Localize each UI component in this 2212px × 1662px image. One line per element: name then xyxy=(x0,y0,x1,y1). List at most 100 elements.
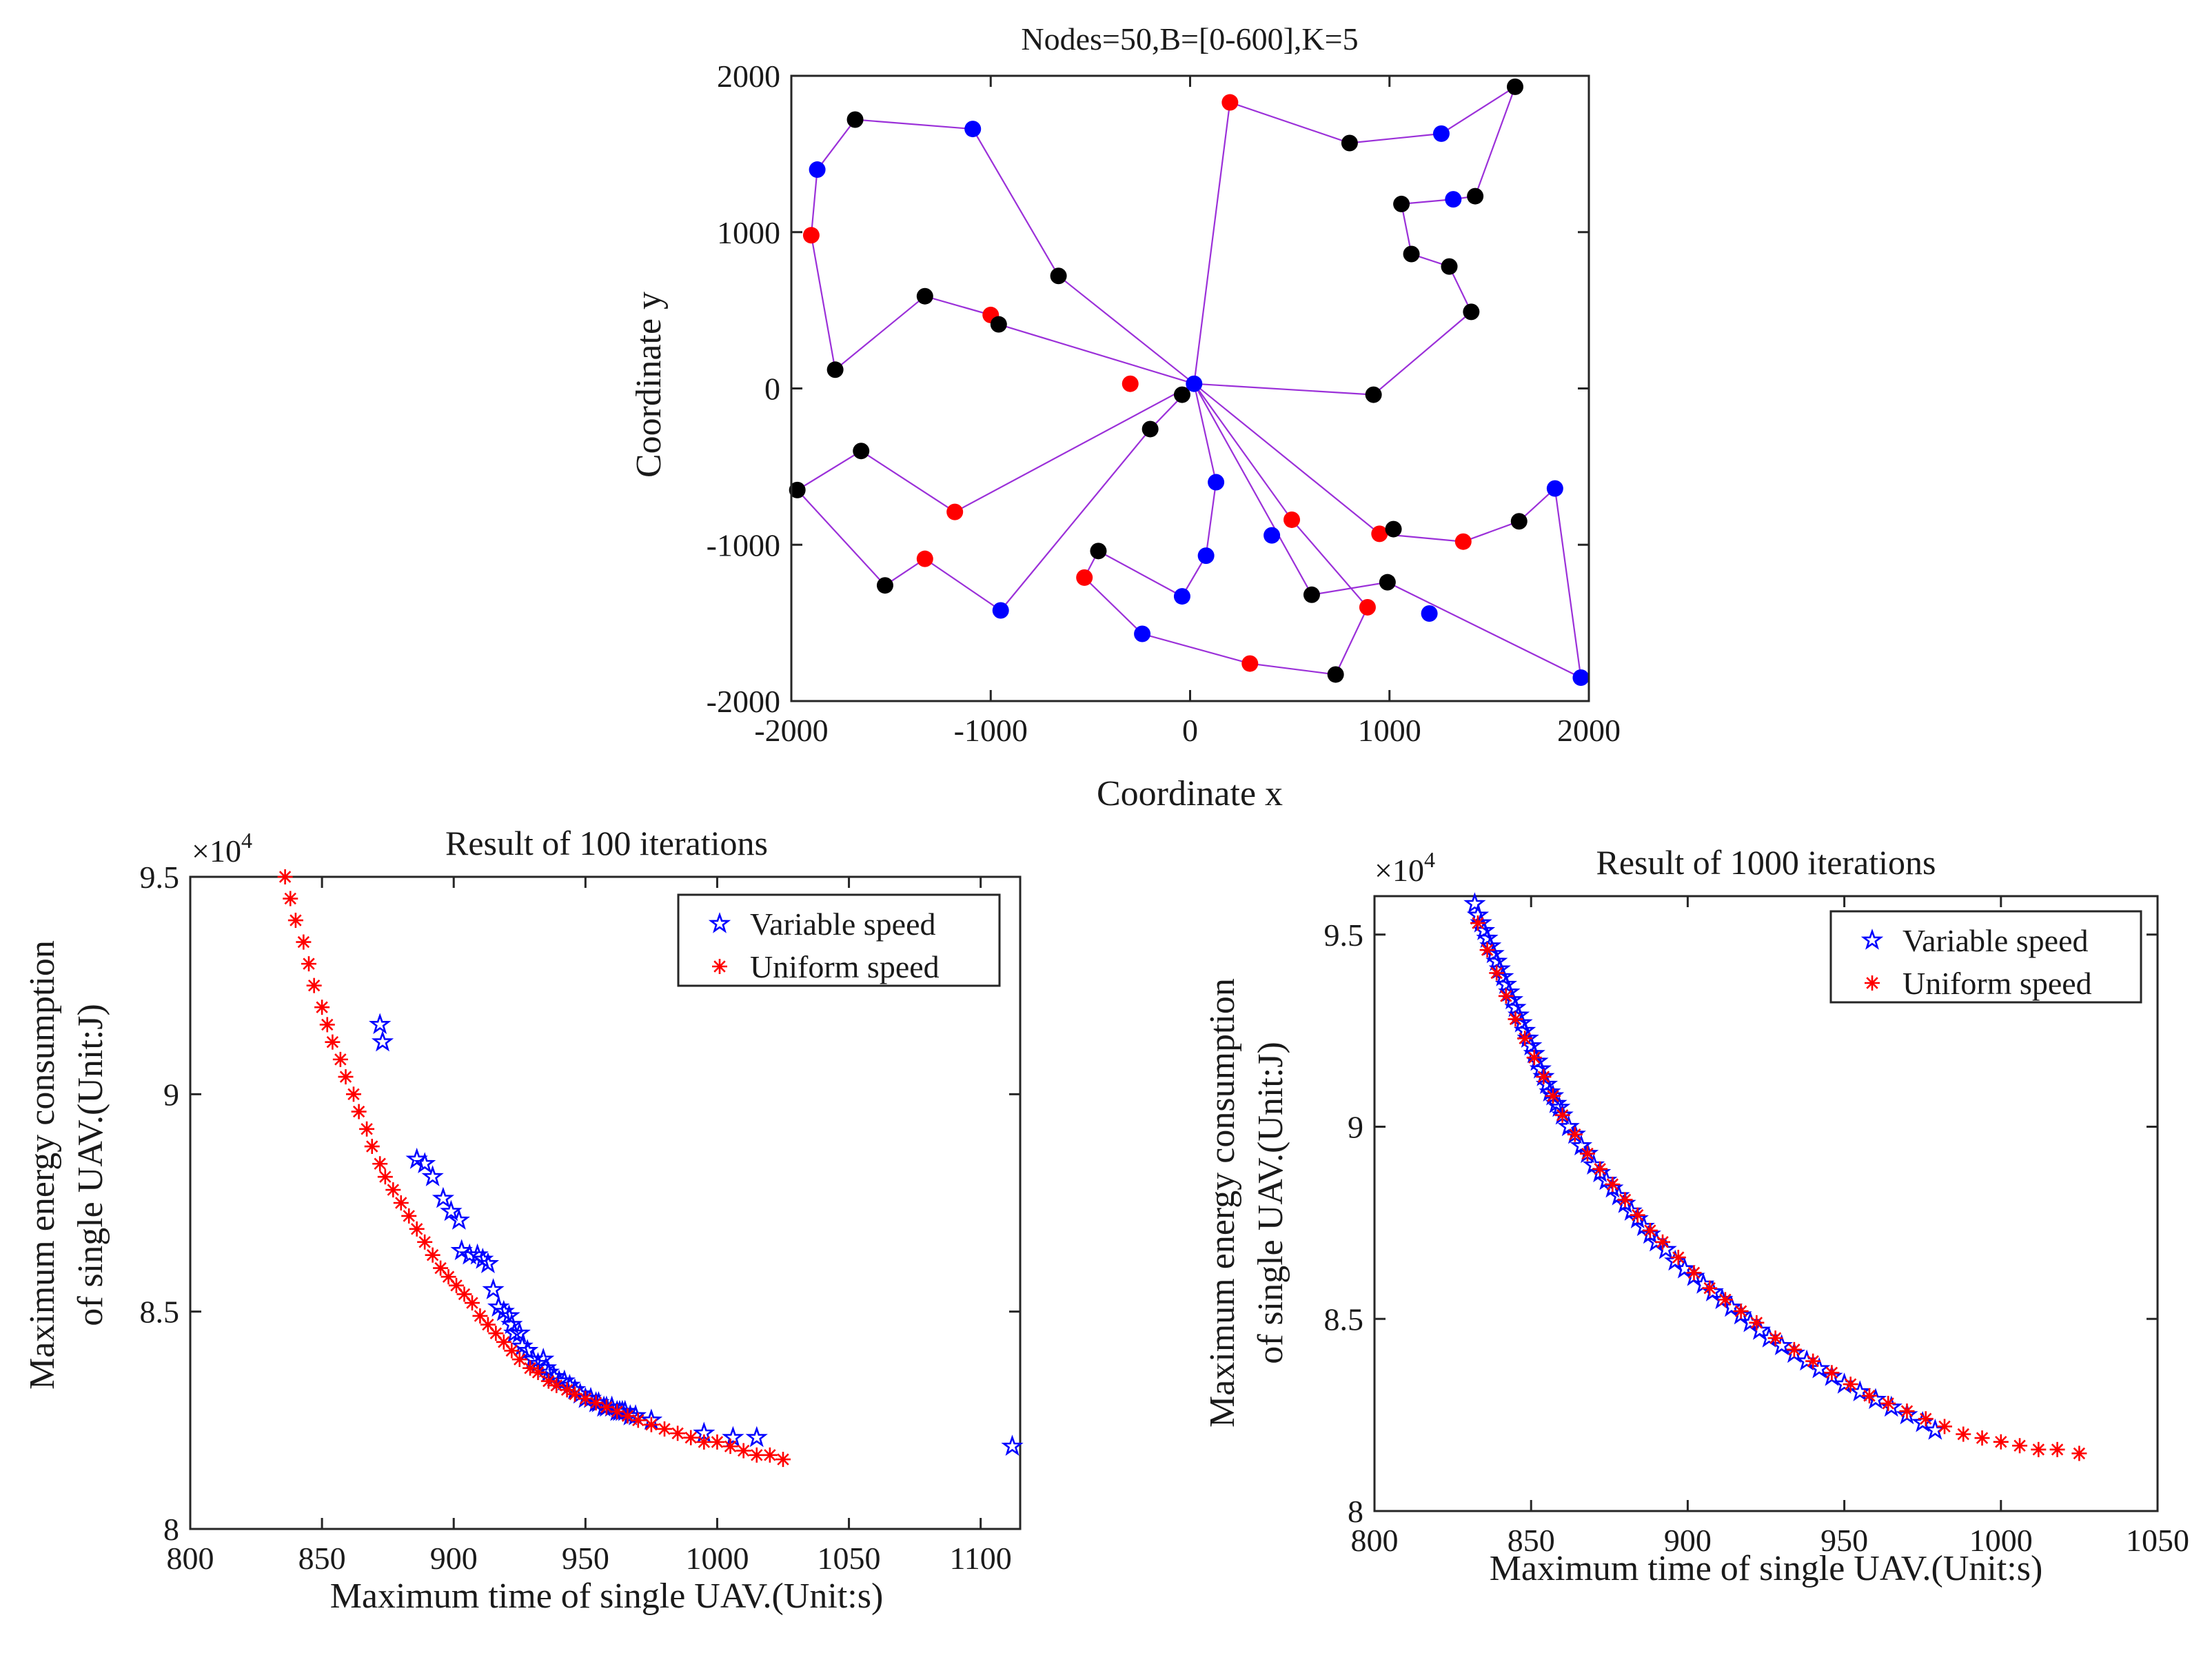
pareto-1000-ticks: 800 850 900 950 1000 1050 8 8.5 9 9.5 xyxy=(1324,895,2189,1558)
pareto-100-title: Result of 100 iterations xyxy=(445,824,768,862)
pareto-1000-uniform-point xyxy=(1470,915,1485,931)
pareto-100-uniform-point xyxy=(287,913,303,929)
pareto-1000-uniform-point xyxy=(1974,1430,1990,1446)
pareto-100-x-tick-label: 1000 xyxy=(685,1541,749,1576)
route-line-2 xyxy=(1193,85,1517,396)
pareto-100-uniform-point xyxy=(332,1051,348,1067)
black-node xyxy=(826,361,844,378)
pareto-1000-x-tick-label: 850 xyxy=(1508,1523,1555,1558)
pareto-100-uniform-point xyxy=(364,1139,380,1155)
route-map-y-tick-label: 0 xyxy=(764,372,780,407)
pareto-100-uniform-point xyxy=(696,1434,712,1450)
pareto-100-variable-point xyxy=(503,1321,526,1343)
pareto-1000-legend: Variable speed Uniform speed xyxy=(1829,910,2142,1004)
black-node xyxy=(1090,543,1107,560)
black-node xyxy=(789,481,806,498)
blue-node xyxy=(1208,474,1225,491)
pareto-1000-uniform-point xyxy=(1536,1069,1552,1085)
pareto-100-ticks: 800 850 900 950 1000 1050 1100 8 8.5 9 9.5 xyxy=(140,860,1022,1576)
pareto-1000-points xyxy=(1463,892,2087,1461)
pareto-100-uniform-point xyxy=(762,1447,778,1463)
pareto-1000-uniform-point xyxy=(1655,1234,1671,1250)
red-node xyxy=(1371,525,1388,543)
pareto-1000-uniform-point xyxy=(1642,1223,1658,1239)
route-map-y-axis-label: Coordinate y xyxy=(629,292,669,478)
pareto-100-uniform-point xyxy=(314,1000,330,1015)
pareto-100-uniform-point xyxy=(377,1169,393,1185)
red-node xyxy=(1283,511,1301,528)
pareto-100-variable-point xyxy=(368,1013,392,1035)
pareto-1000-uniform-point xyxy=(1670,1250,1686,1266)
pareto-1000-uniform-point xyxy=(1861,1388,1877,1403)
pareto-100-legend: Variable speed Uniform speed xyxy=(677,893,1001,987)
pareto-100-uniform-point xyxy=(359,1121,375,1137)
pareto-100-variable-point xyxy=(1001,1435,1024,1456)
blue-node xyxy=(809,161,826,179)
depot-node xyxy=(1186,375,1203,392)
pareto-1000-x-tick-label: 900 xyxy=(1664,1523,1712,1558)
pareto-1000-legend-label: Uniform speed xyxy=(1902,966,2092,1001)
pareto-1000-variable-point xyxy=(1849,1380,1871,1401)
pareto-1000-plot-frame xyxy=(1373,895,2159,1512)
pareto-1000-uniform-point xyxy=(1479,942,1495,958)
pareto-100-uniform-point xyxy=(385,1182,401,1198)
pareto-100-legend-uniform-marker xyxy=(712,959,727,974)
red-node xyxy=(1454,533,1472,550)
red-node xyxy=(916,550,933,567)
pareto-1000-legend-variable-marker xyxy=(1860,929,1884,950)
pareto-100-uniform-point xyxy=(657,1421,672,1437)
pareto-100-uniform-point xyxy=(401,1208,417,1224)
pareto-100-legend-variable-marker xyxy=(708,912,731,933)
pareto-1000-uniform-point xyxy=(1605,1177,1621,1193)
pareto-1000-uniform-point xyxy=(1579,1146,1595,1162)
pareto-100-uniform-point xyxy=(277,869,293,884)
pareto-1000-uniform-point xyxy=(1733,1304,1749,1319)
pareto-1000-uniform-point xyxy=(1937,1419,1953,1435)
pareto-1000-uniform-point xyxy=(1545,1088,1561,1104)
red-node xyxy=(1076,569,1093,586)
pareto-100-y-axis-label-line-1: Maximum energy consumption xyxy=(23,940,62,1390)
blue-node xyxy=(1264,527,1281,544)
pareto-100-points xyxy=(277,869,1024,1468)
pareto-100-x-tick-label: 850 xyxy=(298,1541,346,1576)
pareto-100-legend-box xyxy=(677,893,1001,987)
pareto-100-plot-frame xyxy=(189,875,1022,1530)
black-node xyxy=(1327,666,1344,683)
route-map-y-tick-label: -2000 xyxy=(707,684,780,719)
pareto-1000-legend-box xyxy=(1829,910,2142,1004)
pareto-100-x-tick-label: 950 xyxy=(562,1541,609,1576)
route-map-x-tick-label: 2000 xyxy=(1557,713,1621,748)
pareto-100-uniform-point xyxy=(296,934,312,950)
route-nodes xyxy=(789,78,1590,686)
black-node xyxy=(916,287,933,305)
pareto-1000-variable-point xyxy=(1673,1257,1696,1279)
pareto-1000-multiplier: ×104 xyxy=(1374,847,1435,888)
pareto-100-y-axis-label-line-2: of single UAV.(Unit:J) xyxy=(71,1004,110,1326)
pareto-1000-uniform-point xyxy=(1526,1050,1542,1066)
pareto-100-variable-point xyxy=(432,1186,455,1208)
pareto-1000-variable-point xyxy=(1748,1319,1772,1340)
pareto-1000-uniform-point xyxy=(1843,1377,1858,1392)
pareto-1000-uniform-point xyxy=(1489,965,1505,981)
pareto-100-multiplier-exponent: 4 xyxy=(241,828,252,853)
pareto-1000-variable-point xyxy=(1485,949,1508,971)
black-node xyxy=(1303,586,1320,603)
blue-node xyxy=(1173,588,1190,605)
pareto-100-uniform-point xyxy=(464,1295,480,1311)
pareto-100-uniform-point xyxy=(775,1452,791,1468)
red-node xyxy=(1122,375,1139,392)
pareto-1000-y-axis-label-line-1: Maximum energy consumption xyxy=(1203,978,1242,1428)
pareto-100-variable-point xyxy=(532,1348,555,1369)
pareto-100-variable-point xyxy=(482,1278,505,1299)
pareto-1000-variable-point xyxy=(1463,892,1486,913)
pareto-100-uniform-point xyxy=(449,1277,465,1293)
pareto-1000-variable-point xyxy=(1535,1073,1559,1094)
pareto-1000-variable-point xyxy=(1494,973,1517,994)
black-node xyxy=(1393,195,1410,212)
pareto-1000-uniform-point xyxy=(2049,1441,2065,1457)
route-map-title: Nodes=50,B=[0-600],K=5 xyxy=(1021,21,1358,57)
pareto-1000-variable-point xyxy=(1654,1237,1677,1259)
pareto-1000-x-tick-label: 1000 xyxy=(1969,1523,2033,1558)
blue-node xyxy=(1572,669,1590,686)
pareto-1000-y-tick-label: 9.5 xyxy=(1324,918,1364,953)
